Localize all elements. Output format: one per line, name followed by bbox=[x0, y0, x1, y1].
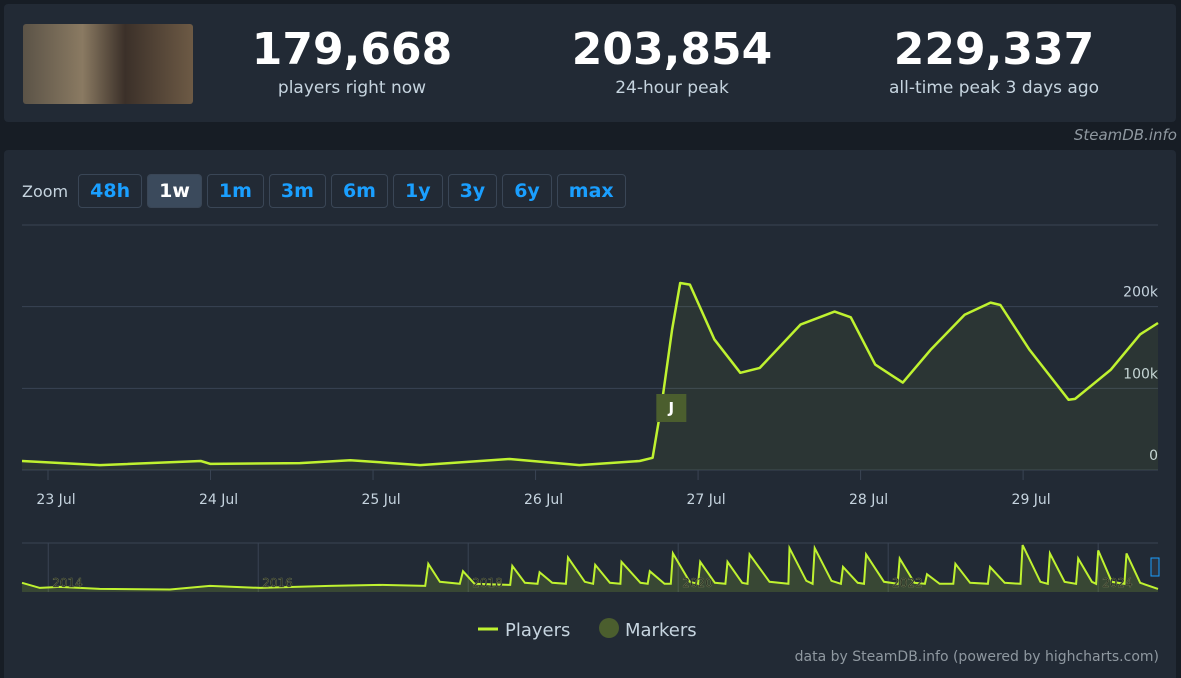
x-tick-label: 25 Jul bbox=[361, 492, 400, 508]
zoom-button[interactable]: 1m bbox=[206, 174, 264, 208]
stat-value: 179,668 bbox=[251, 24, 453, 75]
navigator-tick-label: 2016 bbox=[262, 576, 293, 590]
zoom-button[interactable]: 6m bbox=[330, 174, 388, 208]
zoom-button[interactable]: 6y bbox=[502, 174, 552, 208]
zoom-button[interactable]: 48h bbox=[78, 174, 143, 208]
navigator-tick-label: 2020 bbox=[682, 576, 713, 590]
zoom-button[interactable]: 1w bbox=[147, 174, 202, 208]
marker-flag bbox=[656, 394, 687, 422]
x-tick-label: 24 Jul bbox=[199, 492, 238, 508]
stat-label: all-time peak 3 days ago bbox=[888, 78, 1100, 98]
stat-label: players right now bbox=[277, 78, 427, 98]
x-tick-label: 23 Jul bbox=[36, 492, 75, 508]
stat-value: 203,854 bbox=[571, 24, 773, 75]
navigator-tick-label: 2018 bbox=[472, 576, 503, 590]
stat-value: 229,337 bbox=[893, 24, 1095, 75]
marker-flag-label: J bbox=[668, 399, 675, 417]
zoom-button[interactable]: 3m bbox=[268, 174, 326, 208]
legend-markers: Markers bbox=[625, 620, 697, 641]
watermark: SteamDB.info bbox=[1073, 126, 1177, 144]
stat: 179,668 players right now bbox=[192, 24, 512, 100]
zoom-button[interactable]: 1y bbox=[392, 174, 443, 208]
navigator-handle[interactable] bbox=[1150, 557, 1160, 577]
y-tick-label: 100k bbox=[1123, 366, 1159, 382]
stat: 229,337 all-time peak 3 days ago bbox=[834, 24, 1154, 100]
navigator-line bbox=[21, 544, 1159, 591]
x-tick-label: 28 Jul bbox=[849, 492, 888, 508]
x-tick-label: 26 Jul bbox=[524, 492, 563, 508]
y-tick-label: 0 bbox=[1149, 448, 1158, 464]
summary-panel: 179,668 players right now 203,854 24-hour p… bbox=[4, 4, 1176, 122]
y-tick-label: 200k bbox=[1123, 285, 1159, 301]
zoom-label: Zoom bbox=[22, 181, 69, 201]
zoom-button[interactable]: 3y bbox=[447, 174, 498, 208]
x-tick-label: 27 Jul bbox=[686, 492, 725, 508]
x-tick-label: 29 Jul bbox=[1012, 492, 1051, 508]
stat-label: 24-hour peak bbox=[615, 78, 729, 98]
players-line bbox=[21, 281, 1159, 467]
credit: data by SteamDB.info (powered by highcha… bbox=[794, 649, 1159, 665]
zoom-bar: Zoom 48h 1w 1m 3m 6m 1y 3y 6y max bbox=[22, 174, 626, 208]
players-area bbox=[22, 283, 1158, 470]
navigator-area bbox=[22, 545, 1158, 592]
navigator-tick-label: 2022 bbox=[892, 576, 923, 590]
legend-players: Players bbox=[505, 620, 570, 641]
navigator-tick-label: 2014 bbox=[52, 576, 83, 590]
chart-panel: Zoom 48h 1w 1m 3m 6m 1y 3y 6y max bbox=[4, 150, 1176, 678]
game-thumbnail bbox=[23, 24, 193, 104]
zoom-button[interactable]: max bbox=[556, 174, 626, 208]
legend-markers-swatch bbox=[599, 618, 619, 638]
stat: 203,854 24-hour peak bbox=[512, 24, 832, 100]
navigator-tick-label: 2024 bbox=[1102, 576, 1133, 590]
